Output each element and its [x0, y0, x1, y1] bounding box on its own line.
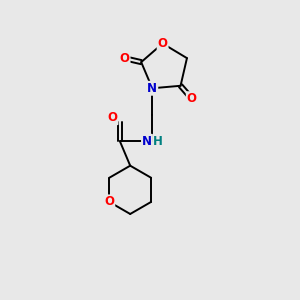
Text: O: O: [107, 111, 118, 124]
Text: O: O: [187, 92, 197, 105]
Text: N: N: [147, 82, 157, 95]
Text: N: N: [142, 135, 152, 148]
Text: O: O: [104, 195, 114, 208]
Text: H: H: [153, 135, 163, 148]
Text: O: O: [158, 37, 168, 50]
Text: O: O: [120, 52, 130, 65]
